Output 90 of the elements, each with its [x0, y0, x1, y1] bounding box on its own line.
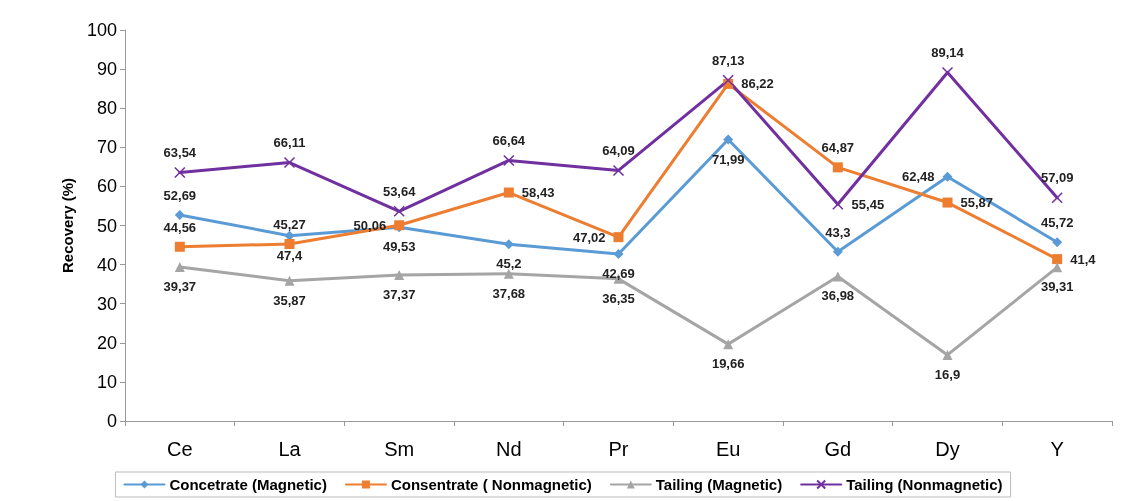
y-tick-label: 30 — [96, 293, 117, 314]
point — [613, 249, 624, 260]
point — [613, 232, 624, 243]
x-tick-label: Sm — [384, 438, 415, 460]
point — [283, 156, 296, 169]
point — [612, 164, 625, 177]
point — [1051, 192, 1063, 204]
data-label: 50,06 — [353, 217, 387, 233]
point — [832, 162, 843, 173]
point — [832, 198, 844, 210]
y-tick-label: 100 — [86, 20, 117, 40]
point — [942, 349, 953, 360]
data-label: 53,64 — [382, 183, 417, 199]
point — [1052, 237, 1063, 248]
data-label: 58,43 — [521, 185, 555, 201]
point — [723, 134, 734, 145]
point — [393, 205, 405, 218]
data-label: 86,22 — [741, 76, 774, 92]
data-label: 52,69 — [163, 187, 197, 203]
point — [394, 269, 405, 280]
data-label: 36,35 — [602, 290, 635, 306]
data-label: 55,87 — [960, 195, 994, 211]
x-tick-label: Eu — [715, 438, 741, 460]
point — [174, 166, 186, 179]
point — [174, 262, 185, 273]
data-label: 45,27 — [273, 216, 306, 232]
data-label: 44,56 — [163, 219, 197, 235]
data-label: 37,37 — [382, 286, 416, 302]
point — [832, 271, 843, 282]
data-label: 45,72 — [1040, 215, 1074, 231]
point — [284, 238, 295, 249]
point — [832, 246, 843, 257]
point — [722, 74, 734, 87]
legend-label: Consentrate ( Nonmagnetic) — [390, 476, 592, 493]
point — [1052, 254, 1063, 265]
data-label: 43,3 — [825, 224, 851, 240]
y-tick-label: 40 — [96, 254, 117, 275]
point — [503, 187, 514, 198]
point — [942, 197, 953, 208]
data-label: 64,09 — [602, 142, 635, 158]
y-axis-title: Recovery (%) — [59, 177, 76, 274]
y-tick-label: 10 — [96, 371, 117, 392]
point — [723, 339, 734, 350]
data-label: 39,31 — [1040, 279, 1074, 295]
data-label: 63,54 — [163, 144, 197, 160]
x-tick-label: Dy — [935, 438, 960, 460]
data-label: 39,37 — [163, 279, 197, 295]
x-tick-label: Ce — [167, 438, 193, 460]
point — [1052, 262, 1063, 273]
data-label: 35,87 — [273, 292, 306, 308]
data-label: 19,66 — [711, 356, 745, 372]
data-label: 55,45 — [851, 196, 885, 212]
y-tick-label: 20 — [96, 332, 117, 353]
data-label: 49,53 — [382, 239, 416, 255]
data-label: 66,11 — [273, 134, 306, 150]
data-label: 66,64 — [492, 132, 526, 148]
x-tick-label: Gd — [824, 438, 852, 460]
data-label: 16,9 — [934, 366, 961, 382]
x-tick-label: Y — [1050, 438, 1064, 460]
data-label: 62,48 — [901, 169, 935, 185]
data-label: 45,2 — [496, 256, 522, 272]
data-label: 36,98 — [821, 288, 855, 304]
y-tick-label: 70 — [96, 137, 117, 158]
point — [284, 275, 295, 286]
y-tick-label: 60 — [96, 176, 117, 197]
data-label: 37,68 — [492, 285, 526, 301]
x-tick-label: Nd — [496, 438, 522, 460]
point — [503, 239, 514, 250]
data-label: 47,4 — [276, 247, 303, 263]
legend-label: Concetrate (Magnetic) — [169, 476, 327, 493]
legend-label: Tailing (Magnetic) — [655, 476, 783, 493]
point — [503, 154, 515, 167]
legend-label: Tailing (Nonmagnetic) — [846, 476, 1003, 493]
data-label: 57,09 — [1040, 170, 1074, 186]
point — [174, 209, 185, 220]
data-label: 42,69 — [602, 266, 635, 282]
y-tick-label: 80 — [96, 98, 117, 119]
point — [942, 171, 953, 182]
x-tick-label: Pr — [608, 438, 629, 460]
data-label: 71,99 — [711, 151, 745, 167]
x-tick-label: La — [278, 438, 302, 460]
data-label: 89,14 — [931, 44, 965, 60]
y-tick-label: 90 — [96, 59, 117, 80]
y-tick-label: 50 — [96, 215, 117, 236]
data-label: 47,02 — [572, 229, 606, 245]
data-label: 87,13 — [711, 52, 745, 68]
data-label: 41,4 — [1070, 251, 1097, 267]
y-tick-label: 0 — [106, 411, 117, 431]
data-label: 64,87 — [821, 140, 855, 156]
point — [174, 241, 185, 252]
